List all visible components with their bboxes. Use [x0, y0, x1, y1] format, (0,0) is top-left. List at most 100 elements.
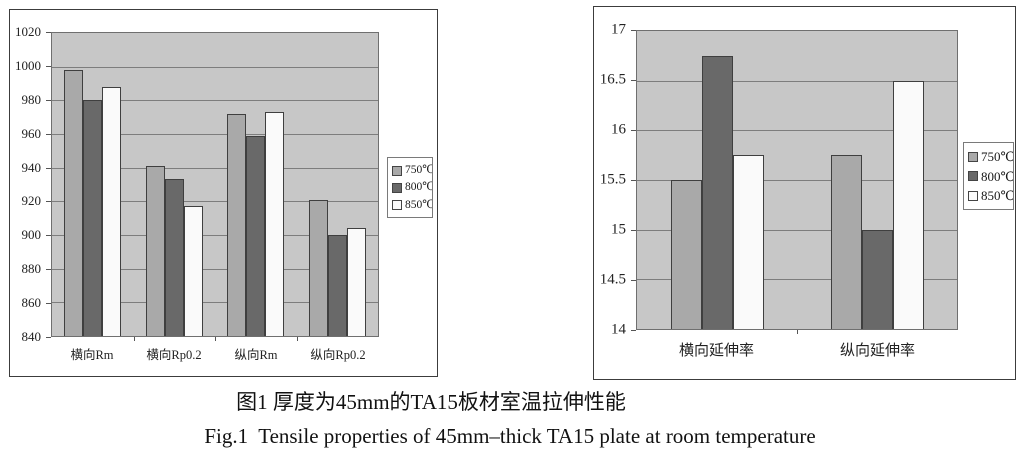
bar-group: [215, 33, 297, 336]
y-axis-tick-mark: [46, 167, 51, 169]
x-axis-category-label: 纵向延伸率: [839, 343, 915, 359]
y-axis-tick-mark: [46, 65, 51, 67]
y-axis-tick-label: 980: [21, 91, 42, 107]
y-axis-tick-mark: [46, 32, 51, 33]
gridline: [52, 302, 378, 304]
strength-bar-chart: 1020 1000 980 960 940 920 900 880 860 840 横向Rm 横向R…: [9, 9, 438, 377]
strength-chart-x-axis-labels: 横向Rm 横向Rp0.2 纵向Rm 纵向Rp0.2: [51, 344, 379, 363]
legend-swatch-icon: [968, 151, 978, 162]
legend-swatch-icon: [392, 165, 402, 176]
gridline: [52, 134, 378, 135]
y-axis-tick-label: 15.5: [599, 171, 626, 188]
bar-800℃: [861, 229, 893, 329]
y-axis-tick-mark: [631, 330, 636, 331]
gridline: [637, 130, 957, 132]
gridline: [52, 167, 378, 169]
gridline: [637, 279, 957, 281]
y-axis-tick-label: 940: [21, 159, 42, 175]
y-axis-tick-mark: [46, 133, 51, 135]
bar-800℃: [701, 55, 733, 329]
bar-group: [637, 31, 797, 329]
y-axis-tick-mark: [46, 235, 51, 237]
figure-caption-chinese: 图1 厚度为45mm的TA15板材室温拉伸性能: [236, 390, 626, 414]
legend-swatch-icon: [968, 171, 978, 182]
y-axis-tick-label: 16: [611, 121, 626, 138]
bar-group: [134, 33, 216, 336]
bar-800℃: [83, 100, 103, 336]
gridline: [52, 100, 378, 102]
y-axis-tick-label: 840: [21, 329, 42, 344]
y-axis-tick-label: 16.5: [599, 71, 626, 88]
bar-850℃: [892, 80, 924, 329]
x-axis-tick-mark: [797, 330, 798, 334]
legend-swatch-icon: [392, 182, 402, 193]
gridline: [52, 201, 378, 203]
y-axis-tick-mark: [46, 303, 51, 305]
bar-850℃: [346, 228, 366, 336]
x-axis-category-label: 纵向Rm: [234, 348, 278, 362]
bar-group: [52, 33, 134, 336]
bar-group: [797, 31, 957, 329]
x-axis-category-label: 纵向Rp0.2: [310, 348, 366, 362]
strength-chart-legend: 750℃ 800℃ 850℃: [387, 157, 433, 218]
legend-item-label: 800℃: [405, 181, 433, 194]
bar-750℃: [308, 199, 328, 336]
legend-item: 850℃: [392, 197, 433, 214]
bar-800℃: [327, 235, 347, 336]
bar-750℃: [64, 70, 84, 336]
y-axis-tick-mark: [46, 337, 51, 338]
elongation-chart-y-axis: 17 16.5 16 15.5 15 14.5 14: [594, 22, 636, 338]
gridline: [52, 268, 378, 270]
bars-layer: [52, 33, 378, 336]
y-axis-tick-label: 14.5: [599, 271, 626, 288]
gridlines-layer: [637, 31, 957, 329]
strength-chart-plot-area: [51, 32, 379, 341]
gridlines-layer: [52, 33, 378, 336]
gridline: [637, 80, 957, 82]
y-axis-tick-label: 14: [611, 321, 626, 338]
legend-swatch-icon: [392, 200, 402, 211]
x-axis-category-label: 横向Rp0.2: [146, 348, 202, 362]
y-axis-tick-mark: [46, 269, 51, 271]
legend-item-label: 750℃: [405, 164, 433, 176]
x-axis-category-label: 横向Rm: [70, 348, 114, 362]
y-axis-tick-label: 15: [611, 221, 626, 238]
y-axis-tick-mark: [46, 99, 51, 101]
elongation-chart-legend: 750℃ 800℃ 850℃: [963, 142, 1014, 210]
x-axis-tick-mark: [133, 337, 135, 341]
legend-swatch-icon: [968, 190, 978, 201]
x-axis-tick-mark: [296, 337, 298, 341]
bar-850℃: [183, 206, 203, 336]
y-axis-tick-mark: [631, 180, 636, 181]
gridline: [52, 235, 378, 236]
elongation-chart-plot-area: [636, 30, 958, 334]
legend-item: 750℃: [392, 162, 433, 179]
elongation-bar-chart: 17 16.5 16 15.5 15 14.5 14 横向延伸率 纵向延伸率 750℃ 800℃…: [593, 6, 1016, 380]
y-axis-tick-label: 860: [21, 295, 42, 311]
legend-item-label: 800℃: [981, 168, 1014, 184]
gridline: [637, 180, 957, 181]
bar-850℃: [265, 112, 285, 336]
y-axis-tick-label: 920: [21, 193, 42, 209]
bar-800℃: [164, 179, 184, 336]
legend-item: 800℃: [392, 179, 433, 196]
y-axis-tick-mark: [631, 30, 636, 31]
bars-layer: [637, 31, 957, 329]
legend-item-label: 850℃: [981, 188, 1014, 203]
bar-750℃: [227, 113, 247, 336]
y-axis-tick-mark: [631, 230, 636, 231]
y-axis-tick-label: 1020: [15, 24, 41, 39]
bar-group: [297, 33, 379, 336]
legend-item: 750℃: [968, 147, 1014, 167]
y-axis-tick-label: 1000: [15, 57, 41, 73]
figure-caption-english: Fig.1 Tensile properties of 45mm–thick T…: [204, 424, 816, 448]
strength-chart-y-axis: 1020 1000 980 960 940 920 900 880 860 840: [10, 24, 51, 344]
bar-750℃: [670, 180, 702, 329]
legend-item-label: 850℃: [405, 198, 433, 211]
bar-800℃: [246, 135, 266, 336]
y-axis-tick-label: 900: [21, 227, 42, 243]
y-axis-tick-mark: [631, 130, 636, 131]
legend-item-label: 750℃: [981, 149, 1014, 164]
bar-750℃: [145, 165, 165, 336]
